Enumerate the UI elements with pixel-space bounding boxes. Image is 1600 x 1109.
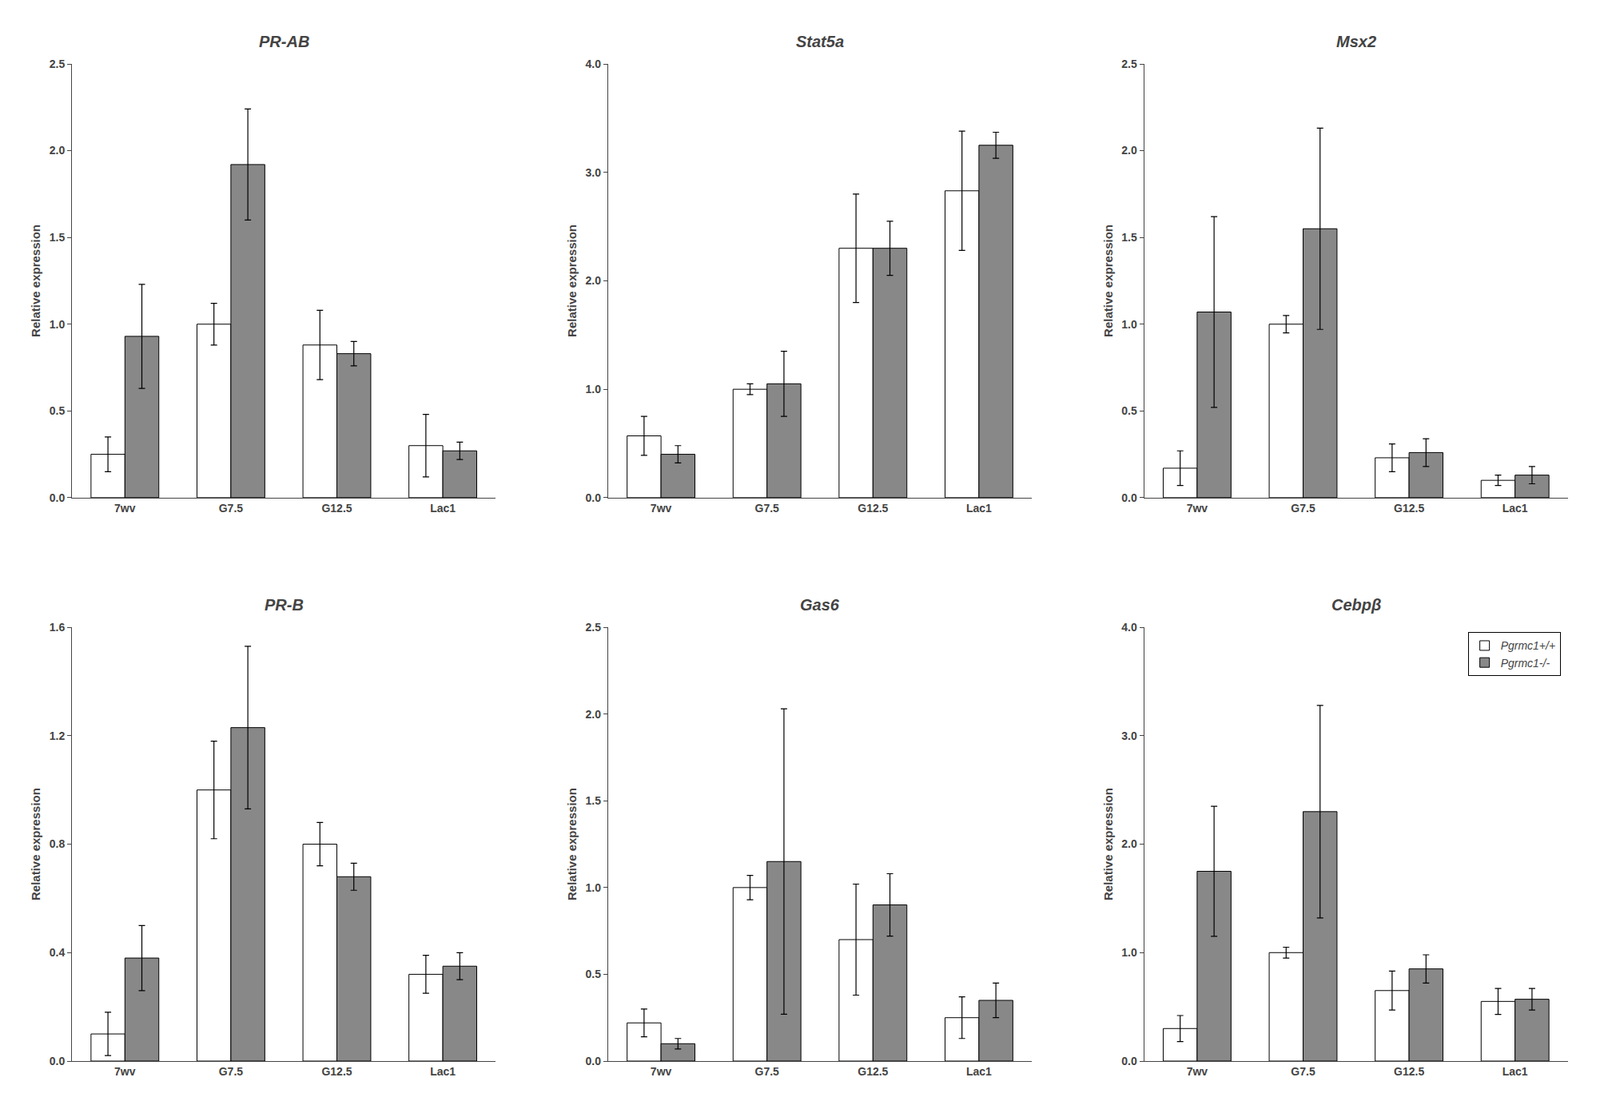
svg-text:G7.5: G7.5: [1290, 1065, 1316, 1079]
svg-text:G7.5: G7.5: [218, 1065, 244, 1079]
svg-text:G7.5: G7.5: [1290, 501, 1316, 515]
svg-text:4.0: 4.0: [585, 57, 602, 71]
svg-text:G12.5: G12.5: [857, 1065, 888, 1079]
svg-text:Relative expression: Relative expression: [28, 788, 43, 901]
svg-text:Lac1: Lac1: [966, 1065, 992, 1079]
svg-text:G12.5: G12.5: [321, 501, 352, 515]
svg-text:G7.5: G7.5: [218, 501, 244, 515]
svg-text:0.5: 0.5: [1121, 404, 1138, 418]
svg-text:G7.5: G7.5: [755, 501, 781, 515]
svg-text:Relative expression: Relative expression: [565, 788, 579, 901]
svg-text:1.5: 1.5: [49, 230, 66, 244]
svg-text:1.6: 1.6: [49, 620, 66, 634]
svg-text:2.0: 2.0: [49, 143, 66, 157]
svg-text:0.0: 0.0: [49, 491, 66, 505]
svg-text:G12.5: G12.5: [857, 501, 888, 515]
svg-text:0.0: 0.0: [49, 1054, 66, 1068]
svg-text:0.8: 0.8: [49, 837, 66, 851]
svg-text:0.5: 0.5: [49, 404, 66, 418]
svg-text:3.0: 3.0: [585, 166, 602, 180]
svg-text:0.0: 0.0: [585, 491, 602, 505]
svg-text:2.5: 2.5: [1121, 57, 1138, 71]
svg-text:Lac1: Lac1: [1502, 1065, 1529, 1079]
svg-text:Msx2: Msx2: [1336, 32, 1377, 51]
svg-text:1.5: 1.5: [585, 794, 602, 808]
svg-text:Relative expression: Relative expression: [1101, 788, 1115, 901]
svg-text:G12.5: G12.5: [1393, 1065, 1425, 1079]
svg-text:2.0: 2.0: [1121, 837, 1138, 851]
svg-text:7wv: 7wv: [650, 1065, 673, 1079]
svg-text:7wv: 7wv: [114, 1065, 136, 1079]
svg-text:1.0: 1.0: [585, 881, 602, 895]
svg-text:1.0: 1.0: [49, 318, 66, 331]
svg-text:Cebpβ: Cebpβ: [1331, 596, 1382, 614]
svg-text:7wv: 7wv: [1186, 501, 1209, 515]
svg-text:0.5: 0.5: [585, 967, 602, 981]
svg-text:0.0: 0.0: [585, 1054, 602, 1068]
svg-text:Gas6: Gas6: [800, 596, 840, 614]
svg-text:1.0: 1.0: [1121, 318, 1138, 331]
svg-text:Relative expression: Relative expression: [28, 224, 43, 338]
svg-text:Relative expression: Relative expression: [1101, 224, 1115, 338]
svg-text:1.0: 1.0: [1121, 946, 1138, 960]
svg-text:2.0: 2.0: [585, 274, 602, 287]
svg-text:Lac1: Lac1: [429, 501, 456, 515]
svg-text:Lac1: Lac1: [429, 1065, 456, 1079]
svg-text:0.0: 0.0: [1121, 1054, 1138, 1068]
svg-text:2.5: 2.5: [585, 620, 602, 634]
svg-text:1.5: 1.5: [1121, 230, 1138, 244]
svg-text:7wv: 7wv: [1186, 1065, 1209, 1079]
svg-text:Lac1: Lac1: [966, 501, 992, 515]
svg-text:0.4: 0.4: [49, 946, 66, 960]
svg-text:2.5: 2.5: [49, 57, 66, 71]
svg-text:2.0: 2.0: [585, 708, 602, 721]
svg-text:0.0: 0.0: [1121, 491, 1138, 505]
svg-text:4.0: 4.0: [1121, 620, 1138, 634]
svg-text:1.2: 1.2: [49, 729, 66, 743]
svg-text:PR-B: PR-B: [264, 596, 304, 614]
svg-text:7wv: 7wv: [114, 501, 136, 515]
svg-text:Pgrmc1-/-: Pgrmc1-/-: [1500, 656, 1551, 670]
svg-text:3.0: 3.0: [1121, 729, 1138, 743]
svg-text:Relative expression: Relative expression: [565, 224, 579, 338]
svg-text:G7.5: G7.5: [755, 1065, 781, 1079]
svg-text:G12.5: G12.5: [1393, 501, 1425, 515]
svg-text:Lac1: Lac1: [1502, 501, 1529, 515]
svg-text:2.0: 2.0: [1121, 143, 1138, 157]
svg-text:G12.5: G12.5: [321, 1065, 352, 1079]
svg-text:PR-AB: PR-AB: [258, 32, 310, 51]
svg-text:Stat5a: Stat5a: [796, 32, 844, 51]
svg-text:7wv: 7wv: [650, 501, 673, 515]
svg-text:Pgrmc1+/+: Pgrmc1+/+: [1500, 639, 1556, 653]
svg-text:1.0: 1.0: [585, 382, 602, 396]
